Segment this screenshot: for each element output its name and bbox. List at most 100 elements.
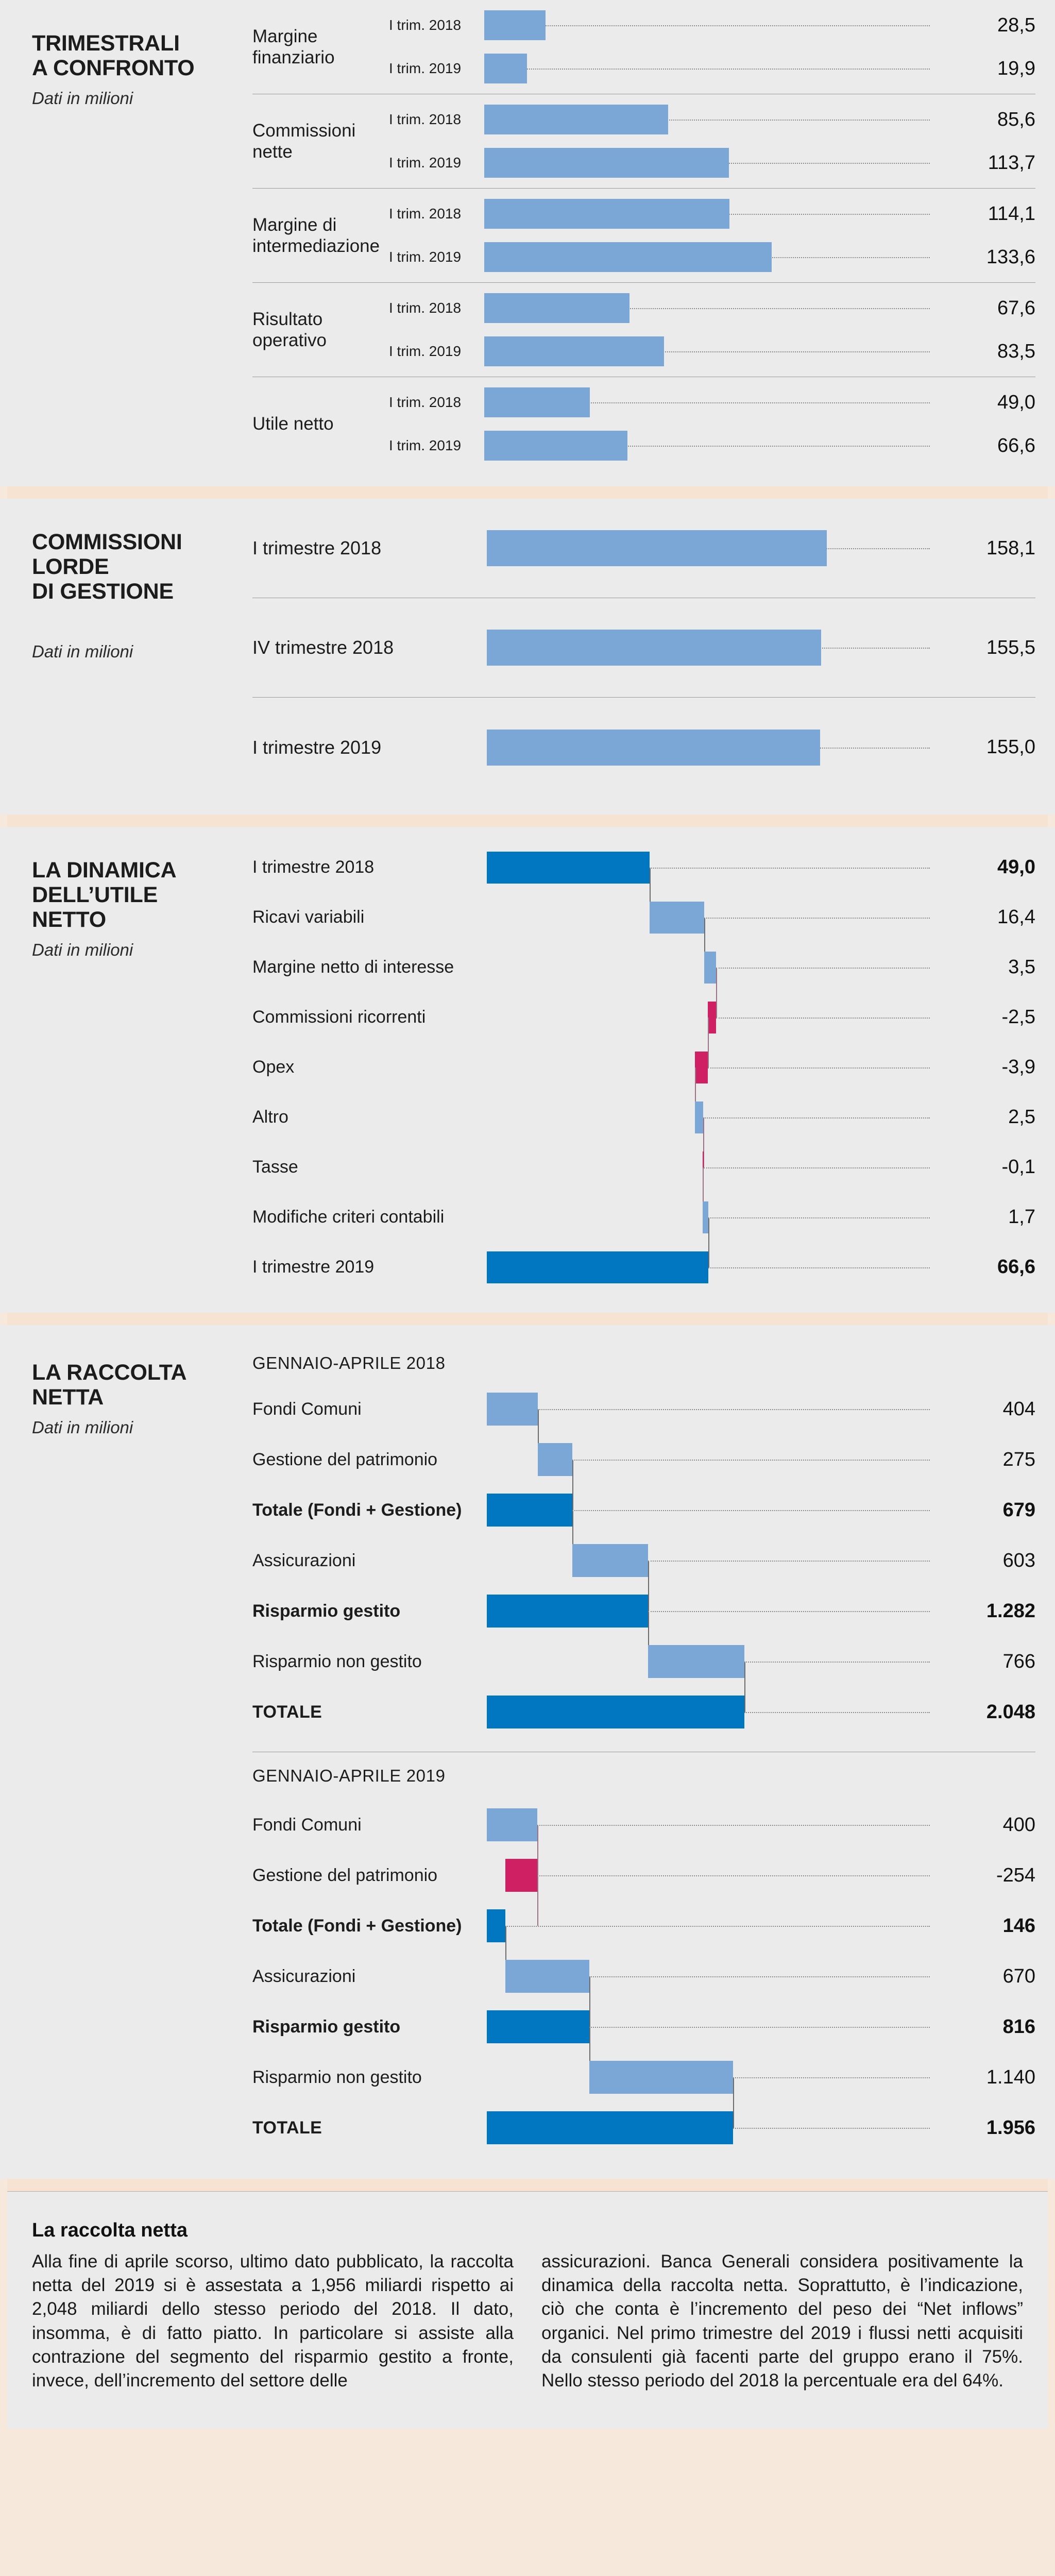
inflows-header-2019-row: GENNAIO-APRILE 2019 bbox=[252, 1752, 1035, 1800]
waterfall-row: Assicurazioni 603 bbox=[252, 1535, 1035, 1611]
waterfall-step-label: TOTALE bbox=[252, 2117, 322, 2138]
waterfall-bar bbox=[537, 1443, 572, 1476]
commissions-value-label: 155,0 bbox=[930, 736, 1035, 758]
quarterly-period-label: I trim. 2018 bbox=[389, 111, 462, 127]
waterfall-bar bbox=[707, 1001, 716, 1033]
waterfall-bar bbox=[704, 951, 716, 984]
waterfall-value-label: 66,6 bbox=[930, 1256, 1035, 1278]
waterfall-bar bbox=[650, 901, 705, 934]
waterfall-bar bbox=[487, 1595, 648, 1628]
section-quarterly-title: TRIMESTRALI A CONFRONTO bbox=[32, 31, 252, 80]
waterfall-row: Opex -3,9 bbox=[252, 1042, 1035, 1117]
waterfall-value-label: 2.048 bbox=[930, 1701, 1035, 1723]
quarterly-period-label: I trim. 2019 bbox=[389, 343, 462, 359]
quarterly-group-inner: Risultato operativo I trim. 2018 67,6 I tri… bbox=[252, 283, 1035, 377]
waterfall-row: Commissioni ricorrenti -2,5 bbox=[252, 992, 1035, 1067]
waterfall-row: Risparmio non gestito 1.140 bbox=[252, 2052, 1035, 2128]
band-separator-4 bbox=[0, 2179, 1055, 2191]
section-gross-commissions: COMMISSIONI LORDE DI GESTIONE Dati in mi… bbox=[0, 499, 1055, 815]
commissions-row: I trimestre 2018 158,1 bbox=[252, 499, 1035, 598]
quarterly-row: I trim. 2019 66,6 bbox=[389, 424, 1035, 467]
quarterly-category-label: Risultato operativo bbox=[252, 309, 327, 350]
waterfall-bar bbox=[487, 1393, 538, 1426]
title-line-2: LORDE bbox=[32, 554, 109, 580]
commissions-bar-area bbox=[487, 499, 930, 598]
leader-line bbox=[744, 1662, 930, 1663]
waterfall-value-label: 603 bbox=[930, 1549, 1035, 1572]
waterfall-plot-area bbox=[487, 1242, 930, 1292]
waterfall-row: Altro 2,5 bbox=[252, 1092, 1035, 1167]
title-line-3: DI GESTIONE bbox=[32, 579, 174, 604]
quarterly-period-label: I trim. 2019 bbox=[389, 249, 462, 265]
title-line-1: TRIMESTRALI bbox=[32, 31, 180, 56]
waterfall-plot-area bbox=[487, 1042, 930, 1117]
waterfall-connector bbox=[744, 1662, 745, 1712]
quarterly-bar-area bbox=[484, 330, 930, 373]
waterfall-step-label: Modifiche criteri contabili bbox=[252, 1207, 445, 1227]
profit-waterfall-body: I trimestre 2018 49,0 Ricavi variabili 16,4… bbox=[252, 842, 1055, 1292]
waterfall-connector bbox=[537, 1875, 538, 1926]
quarterly-bar bbox=[484, 387, 590, 417]
quarterly-group: Risultato operativo I trim. 2018 67,6 I tri… bbox=[252, 283, 1035, 377]
waterfall-row: TOTALE 2.048 bbox=[252, 1687, 1035, 1737]
title-line-2: DELL’UTILE bbox=[32, 883, 158, 908]
waterfall-step-label: Gestione del patrimonio bbox=[252, 1865, 438, 1885]
leader-line bbox=[704, 917, 930, 919]
quarterly-row: I trim. 2018 49,0 bbox=[389, 381, 1035, 424]
article-top-rule bbox=[0, 2191, 1055, 2192]
quarterly-bar bbox=[484, 10, 546, 40]
quarterly-value-label: 114,1 bbox=[930, 202, 1035, 225]
waterfall-plot-area bbox=[487, 1485, 930, 1561]
waterfall-value-label: -2,5 bbox=[930, 1006, 1035, 1028]
section-net-inflows: LA RACCOLTA NETTA Dati in milioni GENNAI… bbox=[0, 1325, 1055, 2179]
commissions-category-label: I trimestre 2019 bbox=[252, 736, 382, 758]
commissions-bar-area bbox=[487, 598, 930, 697]
quarterly-group: Margine finanziario I trim. 2018 28,5 I tri… bbox=[252, 0, 1035, 94]
quarterly-row: I trim. 2018 28,5 bbox=[389, 4, 1035, 47]
waterfall-bar bbox=[487, 1808, 537, 1841]
waterfall-connector bbox=[650, 867, 651, 918]
quarterly-rows: I trim. 2018 28,5 I trim. 2019 19,9 bbox=[389, 4, 1035, 90]
section-inflows-heading: LA RACCOLTA NETTA Dati in milioni bbox=[0, 1343, 252, 2153]
leader-line bbox=[484, 120, 930, 121]
leader-line bbox=[704, 1167, 930, 1168]
leader-line bbox=[733, 2128, 930, 2129]
waterfall-bar bbox=[694, 1101, 703, 1133]
quarterly-category-label: Utile netto bbox=[252, 414, 334, 434]
quarterly-rows: I trim. 2018 49,0 I trim. 2019 66,6 bbox=[389, 381, 1035, 467]
quarterly-bar-area bbox=[484, 192, 930, 235]
waterfall-step-label: Commissioni ricorrenti bbox=[252, 1007, 426, 1027]
waterfall-bar bbox=[487, 2111, 733, 2144]
leader-line bbox=[484, 446, 930, 447]
article-column-2: assicurazioni. Banca Generali considera … bbox=[541, 2251, 1023, 2391]
waterfall-step-label: Totale (Fondi + Gestione) bbox=[252, 1500, 462, 1520]
leader-line bbox=[484, 402, 930, 403]
quarterly-group: Utile netto I trim. 2018 49,0 I trim. 2019 6… bbox=[252, 377, 1035, 471]
waterfall-step-label: Opex bbox=[252, 1057, 295, 1077]
quarterly-group-inner: Margine finanziario I trim. 2018 28,5 I tri… bbox=[252, 0, 1035, 94]
waterfall-value-label: -254 bbox=[930, 1864, 1035, 1887]
waterfall-value-label: 400 bbox=[930, 1814, 1035, 1836]
section-commissions-title: COMMISSIONI LORDE DI GESTIONE bbox=[32, 530, 252, 604]
quarterly-period-label: I trim. 2018 bbox=[389, 17, 462, 33]
leader-line bbox=[537, 1825, 930, 1826]
quarterly-group: Margine di intermediazione I trim. 2018 11… bbox=[252, 189, 1035, 283]
waterfall-row: Totale (Fondi + Gestione) 146 bbox=[252, 1901, 1035, 1976]
leader-line bbox=[589, 2027, 930, 2028]
quarterly-value-label: 66,6 bbox=[930, 434, 1035, 457]
leader-line bbox=[650, 867, 930, 869]
waterfall-value-label: 16,4 bbox=[930, 906, 1035, 928]
quarterly-bar bbox=[484, 336, 664, 366]
leader-line bbox=[708, 1217, 930, 1218]
quarterly-bar-area bbox=[484, 235, 930, 279]
commissions-bar bbox=[487, 530, 827, 566]
waterfall-row: I trimestre 2018 49,0 bbox=[252, 842, 1035, 918]
waterfall-row: Risparmio gestito 1.282 bbox=[252, 1586, 1035, 1662]
waterfall-row: Margine netto di interesse 3,5 bbox=[252, 942, 1035, 1018]
inflows-waterfall-2019: Fondi Comuni 400 Gestione del patrimonio -2… bbox=[252, 1800, 1035, 2153]
waterfall-row: I trimestre 2019 66,6 bbox=[252, 1242, 1035, 1292]
waterfall-row: Risparmio non gestito 766 bbox=[252, 1636, 1035, 1712]
waterfall-step-label: Risparmio gestito bbox=[252, 2016, 401, 2037]
waterfall-step-label: Tasse bbox=[252, 1157, 298, 1177]
